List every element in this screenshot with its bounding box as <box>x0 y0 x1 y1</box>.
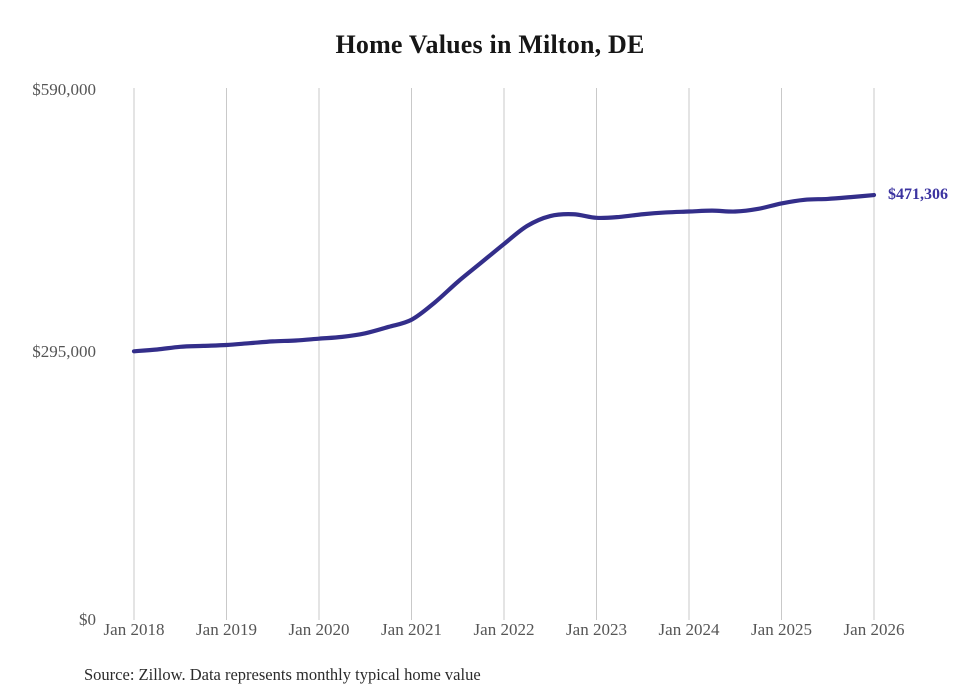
y-axis-tick-label-mid: $295,000 <box>32 342 96 361</box>
x-axis-tick-label-jan-2021: Jan 2021 <box>381 620 442 639</box>
source-note: Source: Zillow. Data represents monthly … <box>84 665 481 684</box>
end-point-value-label: $471,306 <box>888 186 948 204</box>
x-axis-tick-label-jan-2019: Jan 2019 <box>196 620 257 639</box>
x-axis-tick-label-jan-2026: Jan 2026 <box>843 620 905 639</box>
line-series-group <box>131 192 877 354</box>
x-axis-tick-label-jan-2023: Jan 2023 <box>566 620 627 639</box>
x-axis-tick-label-jan-2024: Jan 2024 <box>658 620 720 639</box>
x-axis-tick-label-jan-2020: Jan 2020 <box>288 620 350 639</box>
x-axis-tick-label-jan-2025: Jan 2025 <box>751 620 812 639</box>
line-series-typical-home-value <box>131 192 877 354</box>
y-axis-tick-label-top: $590,000 <box>32 80 96 99</box>
y-axis-tick-label-bottom: $0 <box>79 610 96 629</box>
chart-title: Home Values in Milton, DE <box>335 30 645 59</box>
vertical-gridlines <box>133 88 875 620</box>
x-axis-tick-label-jan-2018: Jan 2018 <box>103 620 165 639</box>
x-axis-tick-label-jan-2022: Jan 2022 <box>473 620 535 639</box>
